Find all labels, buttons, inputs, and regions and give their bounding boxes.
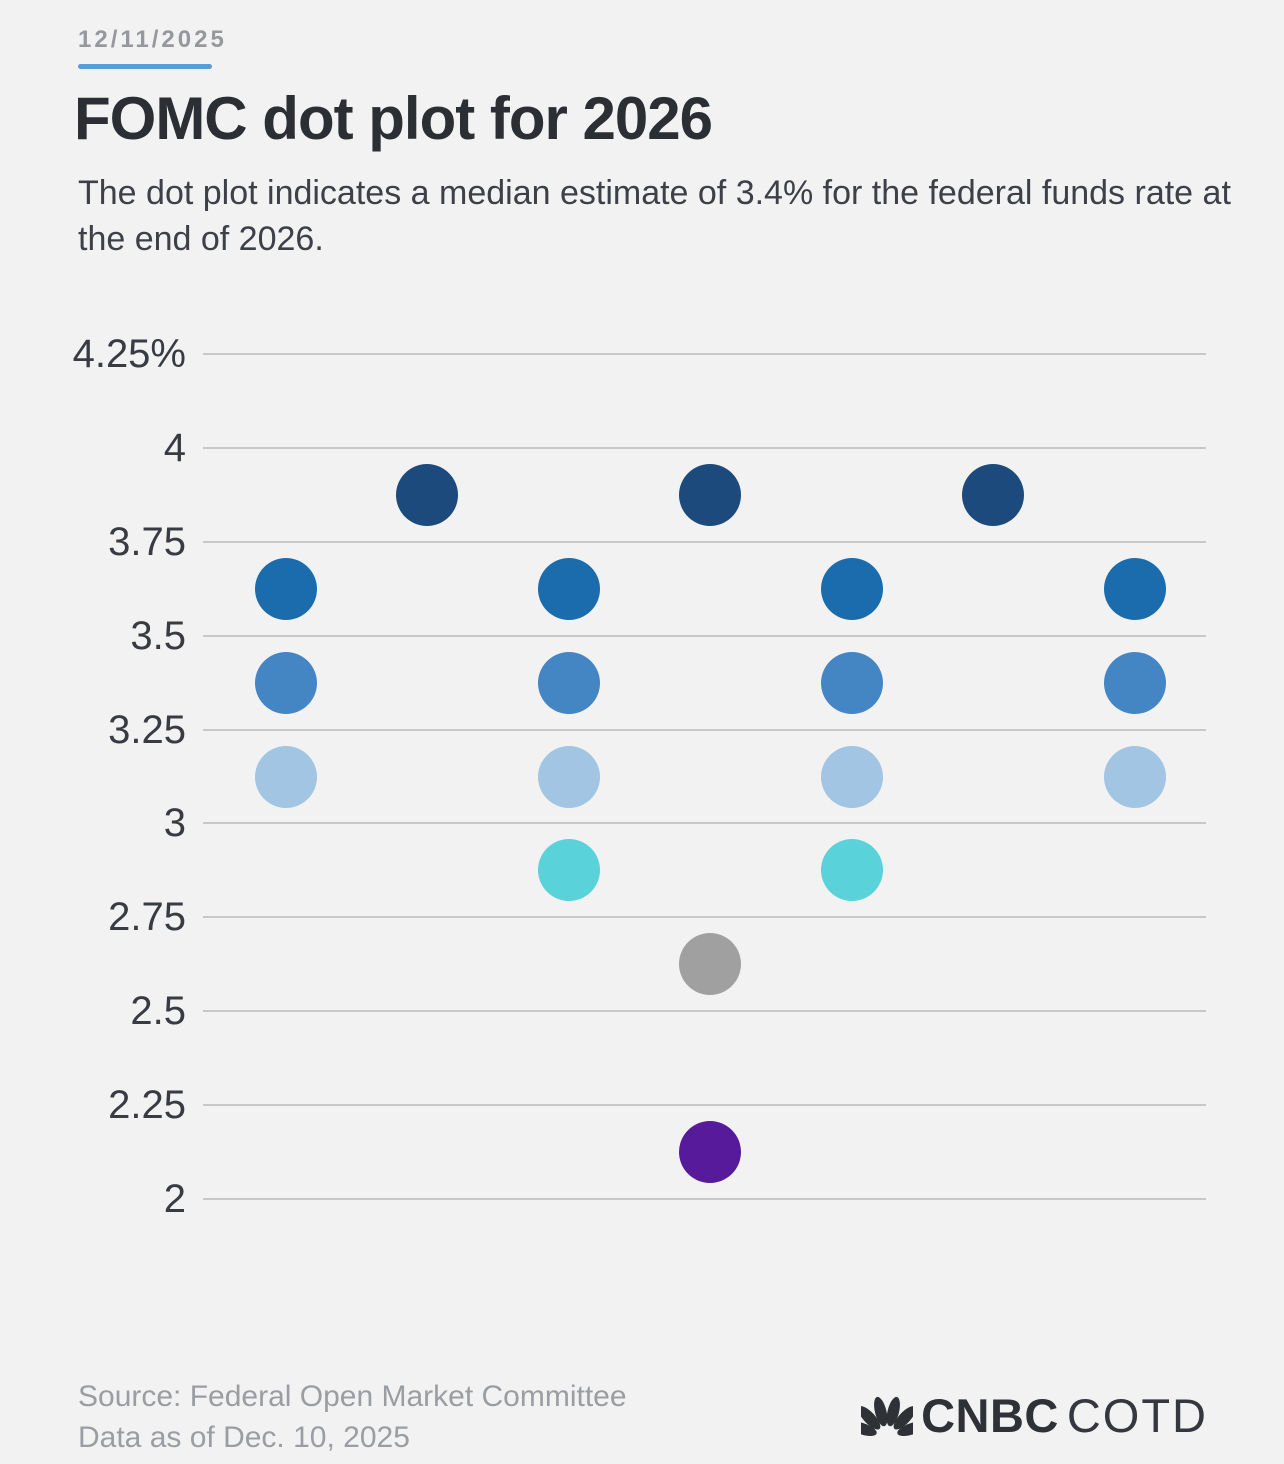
dot-3.875 (962, 463, 1024, 526)
dot-3.375 (820, 651, 883, 714)
gridline (203, 634, 1206, 637)
y-tick-label: 2.5 (130, 989, 186, 1034)
gridline (203, 446, 1206, 449)
y-tick-label: 3.75 (108, 519, 186, 564)
y-tick-label: 3.25 (108, 707, 186, 752)
y-tick-label: 2.75 (108, 895, 186, 940)
dot-2.875 (537, 839, 600, 902)
y-tick-label: 2 (163, 1177, 186, 1221)
page-subtitle: The dot plot indicates a median estimate… (78, 170, 1231, 262)
dot-3.625 (820, 557, 883, 620)
gridline (203, 353, 1206, 355)
gridline (203, 540, 1206, 543)
dot-3.375 (1103, 651, 1166, 714)
y-tick-label: 4.25% (72, 332, 186, 376)
logo-brand-text: CNBC (921, 1388, 1059, 1442)
date-label: 12/11/2025 (78, 26, 227, 53)
dot-3.125 (1103, 745, 1166, 808)
dot-3.875 (396, 463, 458, 526)
cnbc-cotd-logo: CNBC COTD (861, 1386, 1208, 1444)
dot-2.125 (679, 1121, 741, 1184)
y-tick-label: 3.5 (130, 613, 186, 658)
dot-2.625 (679, 933, 741, 996)
y-tick-label: 4 (163, 425, 186, 470)
page-subtitle-line2: the end of 2026. (78, 220, 324, 258)
dot-3.625 (537, 557, 600, 620)
gridline (203, 1198, 1206, 1200)
dot-3.125 (254, 745, 317, 808)
source-line-1: Source: Federal Open Market Committee (78, 1380, 627, 1413)
dot-3.625 (1103, 557, 1166, 620)
dot-3.125 (820, 745, 883, 808)
cnbc-peacock-icon (861, 1396, 914, 1436)
gridline (203, 1104, 1206, 1107)
gridline (203, 1010, 1206, 1013)
source-line-2: Data as of Dec. 10, 2025 (78, 1421, 410, 1454)
dot-3.375 (537, 651, 600, 714)
logo-suffix-text: COTD (1066, 1388, 1208, 1442)
source-note: Source: Federal Open Market Committee Da… (78, 1376, 627, 1458)
accent-underline (78, 64, 212, 69)
gridline (203, 916, 1206, 919)
dot-3.125 (537, 745, 600, 808)
dot-3.375 (254, 651, 317, 714)
dot-3.875 (679, 463, 741, 526)
page-subtitle-line1: The dot plot indicates a median estimate… (78, 174, 1231, 212)
gridline (203, 728, 1206, 731)
page-title: FOMC dot plot for 2026 (74, 85, 713, 152)
dot-3.625 (254, 557, 317, 620)
y-tick-label: 3 (163, 801, 186, 846)
gridline (203, 822, 1206, 825)
y-tick-label: 2.25 (108, 1083, 186, 1128)
dot-2.875 (820, 839, 883, 902)
